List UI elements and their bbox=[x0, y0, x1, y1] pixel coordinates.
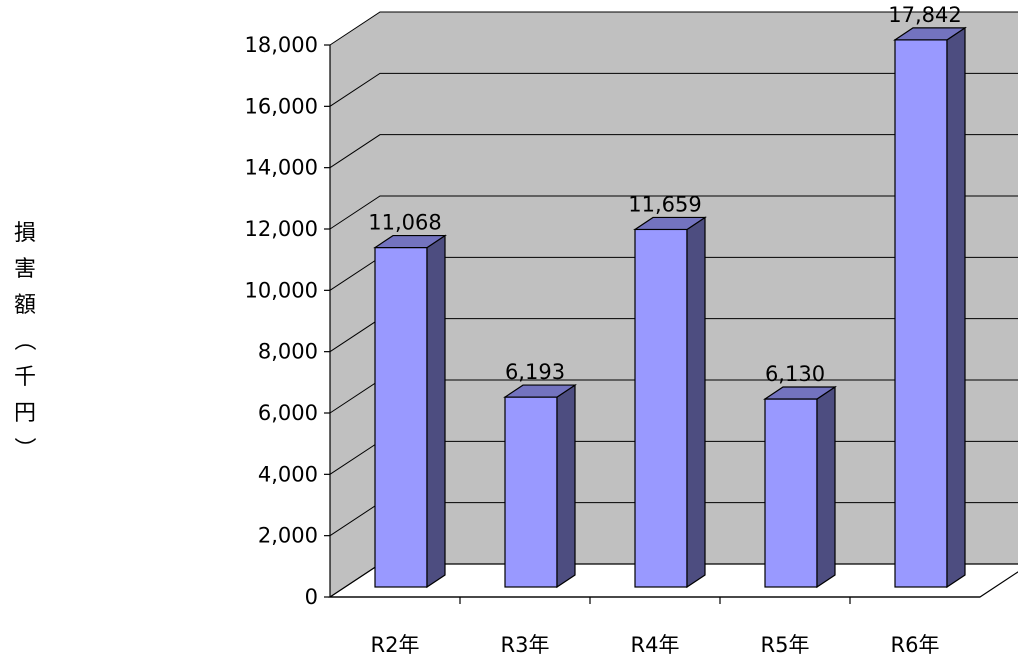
y-tick-label: 16,000 bbox=[245, 94, 318, 118]
bar-top bbox=[503, 384, 577, 398]
bar-front bbox=[634, 228, 688, 588]
y-axis-title-char: 損 bbox=[14, 221, 36, 246]
data-label: 11,068 bbox=[368, 211, 441, 235]
y-tick-label: 18,000 bbox=[245, 33, 318, 57]
y-tick-label: 12,000 bbox=[245, 217, 318, 241]
x-tick-label: R6年 bbox=[891, 633, 940, 657]
bar-R3年 bbox=[503, 383, 577, 589]
y-tick-label: 10,000 bbox=[245, 278, 318, 302]
x-tick-labels: R2年 R3年 R4年 R5年 R6年 bbox=[371, 633, 940, 657]
y-tick-label: 4,000 bbox=[258, 462, 318, 486]
y-tick-label: 14,000 bbox=[245, 156, 318, 180]
axes bbox=[324, 44, 980, 604]
y-tick-label: 8,000 bbox=[258, 340, 318, 364]
y-axis-title-char: （ bbox=[11, 329, 36, 351]
y-axis-title: 損害額 （ 千円 ） bbox=[11, 221, 36, 459]
y-tick-labels: 0 2,000 4,000 6,000 8,000 10,000 12,000 14,000 1… bbox=[245, 33, 318, 609]
data-label: 17,842 bbox=[888, 3, 961, 27]
x-tick-label: R2年 bbox=[371, 633, 420, 657]
gridline bbox=[329, 195, 1018, 230]
bar-front bbox=[894, 39, 948, 588]
bar-R6年 bbox=[893, 26, 967, 589]
data-label: 6,193 bbox=[505, 360, 565, 384]
bar-top bbox=[763, 386, 837, 400]
bar-top bbox=[633, 216, 707, 231]
bar-side bbox=[946, 26, 966, 589]
data-label: 6,130 bbox=[765, 362, 825, 386]
bar-side bbox=[556, 383, 576, 589]
y-tick-label: 6,000 bbox=[258, 401, 318, 425]
y-axis-title-char: 害 bbox=[14, 257, 36, 282]
gridline bbox=[329, 134, 1018, 169]
gridline bbox=[329, 11, 1018, 46]
y-axis-title-char: ） bbox=[11, 437, 36, 459]
bar-R2年 bbox=[373, 234, 447, 589]
bar-side bbox=[816, 385, 836, 589]
gridline bbox=[329, 72, 1018, 107]
x-tick-label: R5年 bbox=[761, 633, 810, 657]
x-tick-label: R3年 bbox=[501, 633, 550, 657]
bar-R5年 bbox=[763, 385, 837, 589]
data-labels: 11,068 6,193 11,659 6,130 17,842 bbox=[368, 3, 961, 386]
y-axis-title-char: 千 bbox=[14, 365, 36, 390]
y-tick-label: 0 bbox=[305, 585, 318, 609]
bar-side bbox=[686, 216, 706, 589]
bar-side bbox=[426, 234, 446, 589]
bar-front bbox=[374, 246, 428, 588]
bar-top bbox=[893, 27, 967, 41]
x-tick-label: R4年 bbox=[631, 633, 680, 657]
bar-front bbox=[764, 398, 818, 588]
data-label: 11,659 bbox=[628, 192, 701, 216]
y-axis-title-char: 円 bbox=[14, 401, 36, 426]
bars bbox=[373, 26, 967, 589]
y-axis-title-char: 額 bbox=[14, 293, 36, 318]
bar-R4年 bbox=[633, 216, 707, 589]
bar-top bbox=[373, 234, 447, 249]
y-tick-label: 2,000 bbox=[258, 524, 318, 548]
bar-front bbox=[504, 396, 558, 588]
